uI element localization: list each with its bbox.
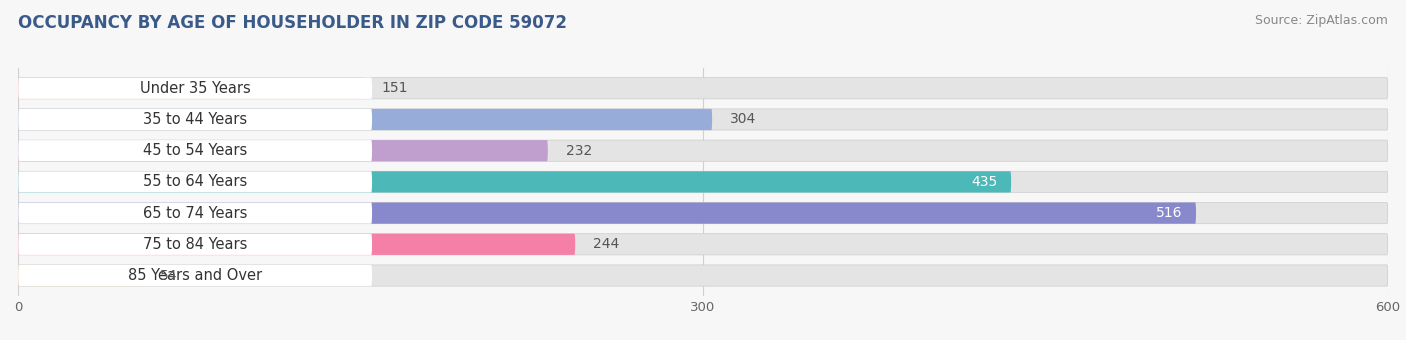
FancyBboxPatch shape [18, 203, 373, 224]
FancyBboxPatch shape [18, 234, 575, 255]
FancyBboxPatch shape [18, 78, 1388, 99]
FancyBboxPatch shape [18, 234, 1388, 255]
FancyBboxPatch shape [18, 109, 1388, 130]
FancyBboxPatch shape [18, 140, 548, 161]
Text: 304: 304 [730, 113, 756, 126]
Text: 35 to 44 Years: 35 to 44 Years [143, 112, 247, 127]
Text: 516: 516 [1156, 206, 1182, 220]
Text: Under 35 Years: Under 35 Years [139, 81, 250, 96]
FancyBboxPatch shape [18, 203, 1388, 224]
Text: 85 Years and Over: 85 Years and Over [128, 268, 263, 283]
Text: 54: 54 [160, 269, 177, 283]
FancyBboxPatch shape [18, 203, 1197, 224]
Text: 232: 232 [567, 144, 592, 158]
FancyBboxPatch shape [18, 171, 373, 192]
FancyBboxPatch shape [18, 109, 711, 130]
FancyBboxPatch shape [18, 140, 373, 161]
Text: 75 to 84 Years: 75 to 84 Years [143, 237, 247, 252]
Text: 435: 435 [972, 175, 997, 189]
Text: Source: ZipAtlas.com: Source: ZipAtlas.com [1254, 14, 1388, 27]
FancyBboxPatch shape [18, 265, 373, 286]
FancyBboxPatch shape [18, 234, 373, 255]
FancyBboxPatch shape [18, 265, 1388, 286]
Text: 55 to 64 Years: 55 to 64 Years [143, 174, 247, 189]
FancyBboxPatch shape [18, 265, 142, 286]
FancyBboxPatch shape [18, 171, 1388, 192]
Text: 244: 244 [593, 237, 620, 251]
Text: 45 to 54 Years: 45 to 54 Years [143, 143, 247, 158]
FancyBboxPatch shape [18, 78, 363, 99]
Text: 151: 151 [381, 81, 408, 95]
Text: OCCUPANCY BY AGE OF HOUSEHOLDER IN ZIP CODE 59072: OCCUPANCY BY AGE OF HOUSEHOLDER IN ZIP C… [18, 14, 567, 32]
FancyBboxPatch shape [18, 140, 1388, 161]
Text: 65 to 74 Years: 65 to 74 Years [143, 206, 247, 221]
FancyBboxPatch shape [18, 78, 373, 99]
FancyBboxPatch shape [18, 171, 1011, 192]
FancyBboxPatch shape [18, 109, 373, 130]
